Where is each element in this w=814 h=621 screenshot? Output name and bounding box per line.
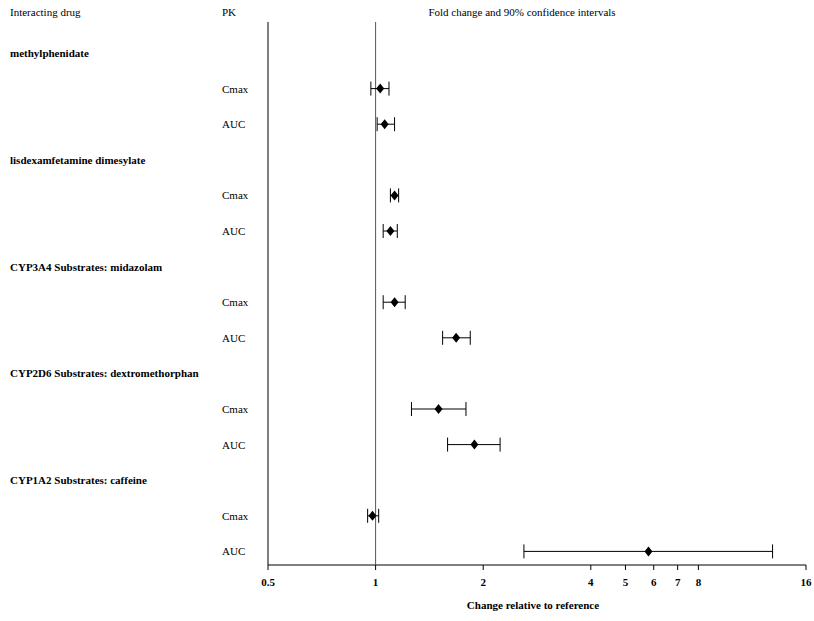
point-estimate (470, 440, 478, 450)
ci-bar (443, 331, 471, 345)
x-tick (653, 565, 654, 570)
ci-cap-upper (397, 224, 398, 238)
forest-plot: Interacting drug PK Fold change and 90% co… (0, 0, 814, 621)
point-estimate (368, 511, 376, 521)
row-label: AUC (222, 439, 245, 451)
ci-bar (390, 188, 398, 202)
point-estimate (452, 333, 460, 343)
row-label: Cmax (222, 189, 249, 201)
x-tick (698, 565, 699, 570)
x-tick-label: 8 (696, 576, 702, 588)
x-tick-label: 0.5 (261, 576, 275, 588)
group-label: CYP3A4 Substrates: midazolam (10, 261, 162, 273)
ci-cap-lower (383, 295, 384, 309)
point-estimate (386, 226, 394, 236)
group-label: methylphenidate (10, 47, 89, 59)
row-label: Cmax (222, 296, 249, 308)
row-label: Cmax (222, 403, 249, 415)
row-header: Interacting drug (10, 6, 81, 18)
row-label: AUC (222, 545, 245, 557)
point-estimate (435, 404, 443, 414)
ci-cap-upper (405, 295, 406, 309)
x-tick (268, 565, 269, 570)
marks (368, 82, 773, 559)
x-tick (590, 565, 591, 570)
point-estimate (391, 190, 399, 200)
point-estimate (381, 119, 389, 129)
x-tick (483, 565, 484, 570)
reference-line (375, 22, 376, 565)
x-tick-label: 16 (801, 576, 813, 588)
ci-bar (524, 544, 773, 558)
row-label: Cmax (222, 83, 249, 95)
ci-bar (411, 402, 466, 416)
group-label: CYP1A2 Substrates: caffeine (10, 474, 147, 486)
ci-bar (383, 295, 405, 309)
x-tick-label: 5 (623, 576, 629, 588)
x-tick-label: 6 (651, 576, 657, 588)
ci-cap-lower (442, 331, 443, 345)
ci-bar (448, 438, 501, 452)
point-estimate (376, 84, 384, 94)
ci-cap-lower (523, 544, 524, 558)
ci-cap-upper (388, 82, 389, 96)
row-label: AUC (222, 118, 245, 130)
ci-cap-lower (383, 224, 384, 238)
ci-bar (371, 82, 389, 96)
x-tick-label: 2 (480, 576, 486, 588)
x-axis-label: Change relative to reference (467, 599, 599, 611)
ci-cap-upper (470, 331, 471, 345)
ci-cap-lower (370, 82, 371, 96)
x-tick (625, 565, 626, 570)
x-tick (375, 565, 376, 570)
row-label: AUC (222, 332, 245, 344)
title: Fold change and 90% confidence intervals (428, 6, 615, 18)
group-label: lisdexamfetamine dimesylate (10, 154, 145, 166)
ci-bar (368, 509, 379, 523)
point-estimate (644, 546, 652, 556)
x-tick (677, 565, 678, 570)
ci-cap-upper (465, 402, 466, 416)
point-estimate (391, 297, 399, 307)
x-tick-label: 1 (373, 576, 379, 588)
ci-cap-lower (447, 438, 448, 452)
ci-cap-upper (772, 544, 773, 558)
x-tick-label: 4 (588, 576, 594, 588)
ci-cap-upper (500, 438, 501, 452)
ci-cap-lower (411, 402, 412, 416)
group-label: CYP2D6 Substrates: dextromethorphan (10, 367, 199, 379)
x-tick-label: 7 (675, 576, 681, 588)
y-axis-line (268, 22, 269, 565)
ci-cap-lower (377, 117, 378, 131)
row-label: Cmax (222, 510, 249, 522)
ci-bar (377, 117, 394, 131)
ci-cap-upper (394, 117, 395, 131)
x-tick (806, 565, 807, 570)
ci-bar (383, 224, 397, 238)
label-header: PK (222, 6, 236, 18)
row-label: AUC (222, 225, 245, 237)
ci-cap-lower (367, 509, 368, 523)
ci-cap-upper (378, 509, 379, 523)
x-axis-line (268, 565, 806, 566)
